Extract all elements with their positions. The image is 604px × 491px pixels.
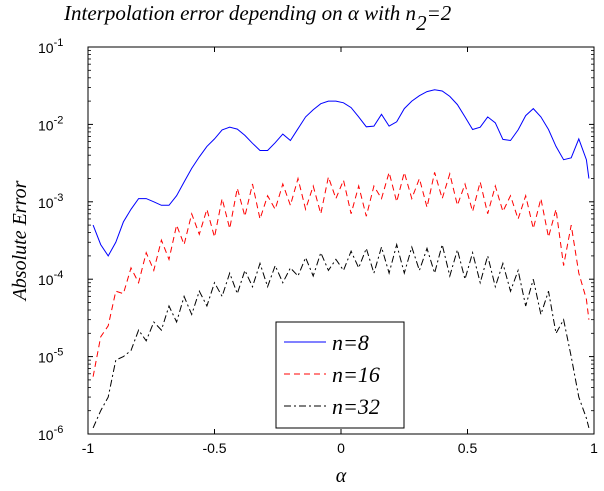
y-tick-label: 10-4 <box>38 269 63 288</box>
legend: n=8 n=16 n=32 <box>275 321 405 429</box>
y-tick-exponent: -3 <box>54 192 64 204</box>
y-tick-label: 10-2 <box>38 114 63 133</box>
chart-title: Interpolation error depending on α with … <box>63 1 452 35</box>
legend-label: n=32 <box>332 394 380 419</box>
series-line-2 <box>92 170 590 377</box>
title-suffix: =2 <box>427 1 452 25</box>
y-tick-exponent: -4 <box>54 269 64 281</box>
title-main: Interpolation error depending on α with … <box>63 1 416 25</box>
x-tick-label: -1 <box>82 440 95 456</box>
y-tick-exponent: -5 <box>54 347 64 359</box>
y-tick-exponent: -6 <box>54 424 64 436</box>
x-tick-label: 1 <box>590 440 598 456</box>
legend-label: n=8 <box>332 330 369 355</box>
legend-box <box>275 321 405 429</box>
y-tick-label: 10-3 <box>38 192 63 211</box>
series-line-1 <box>92 89 590 257</box>
title-subscript: 2 <box>416 11 427 35</box>
y-tick-exponent: -1 <box>54 37 64 49</box>
x-tick-label: 0 <box>337 440 345 456</box>
series-line-3 <box>92 242 590 429</box>
y-axis-label: Absolute Error <box>9 180 31 302</box>
legend-label: n=16 <box>332 362 380 387</box>
y-tick-label: 10-6 <box>38 424 63 443</box>
y-tick-label: 10-1 <box>38 37 63 56</box>
x-axis-label: α <box>336 465 347 487</box>
y-tick-label: 10-5 <box>38 347 63 366</box>
x-tick-label: 0.5 <box>458 440 478 456</box>
plot-lines <box>92 89 590 429</box>
x-tick-label: -0.5 <box>202 440 226 456</box>
y-tick-exponent: -2 <box>54 114 64 126</box>
